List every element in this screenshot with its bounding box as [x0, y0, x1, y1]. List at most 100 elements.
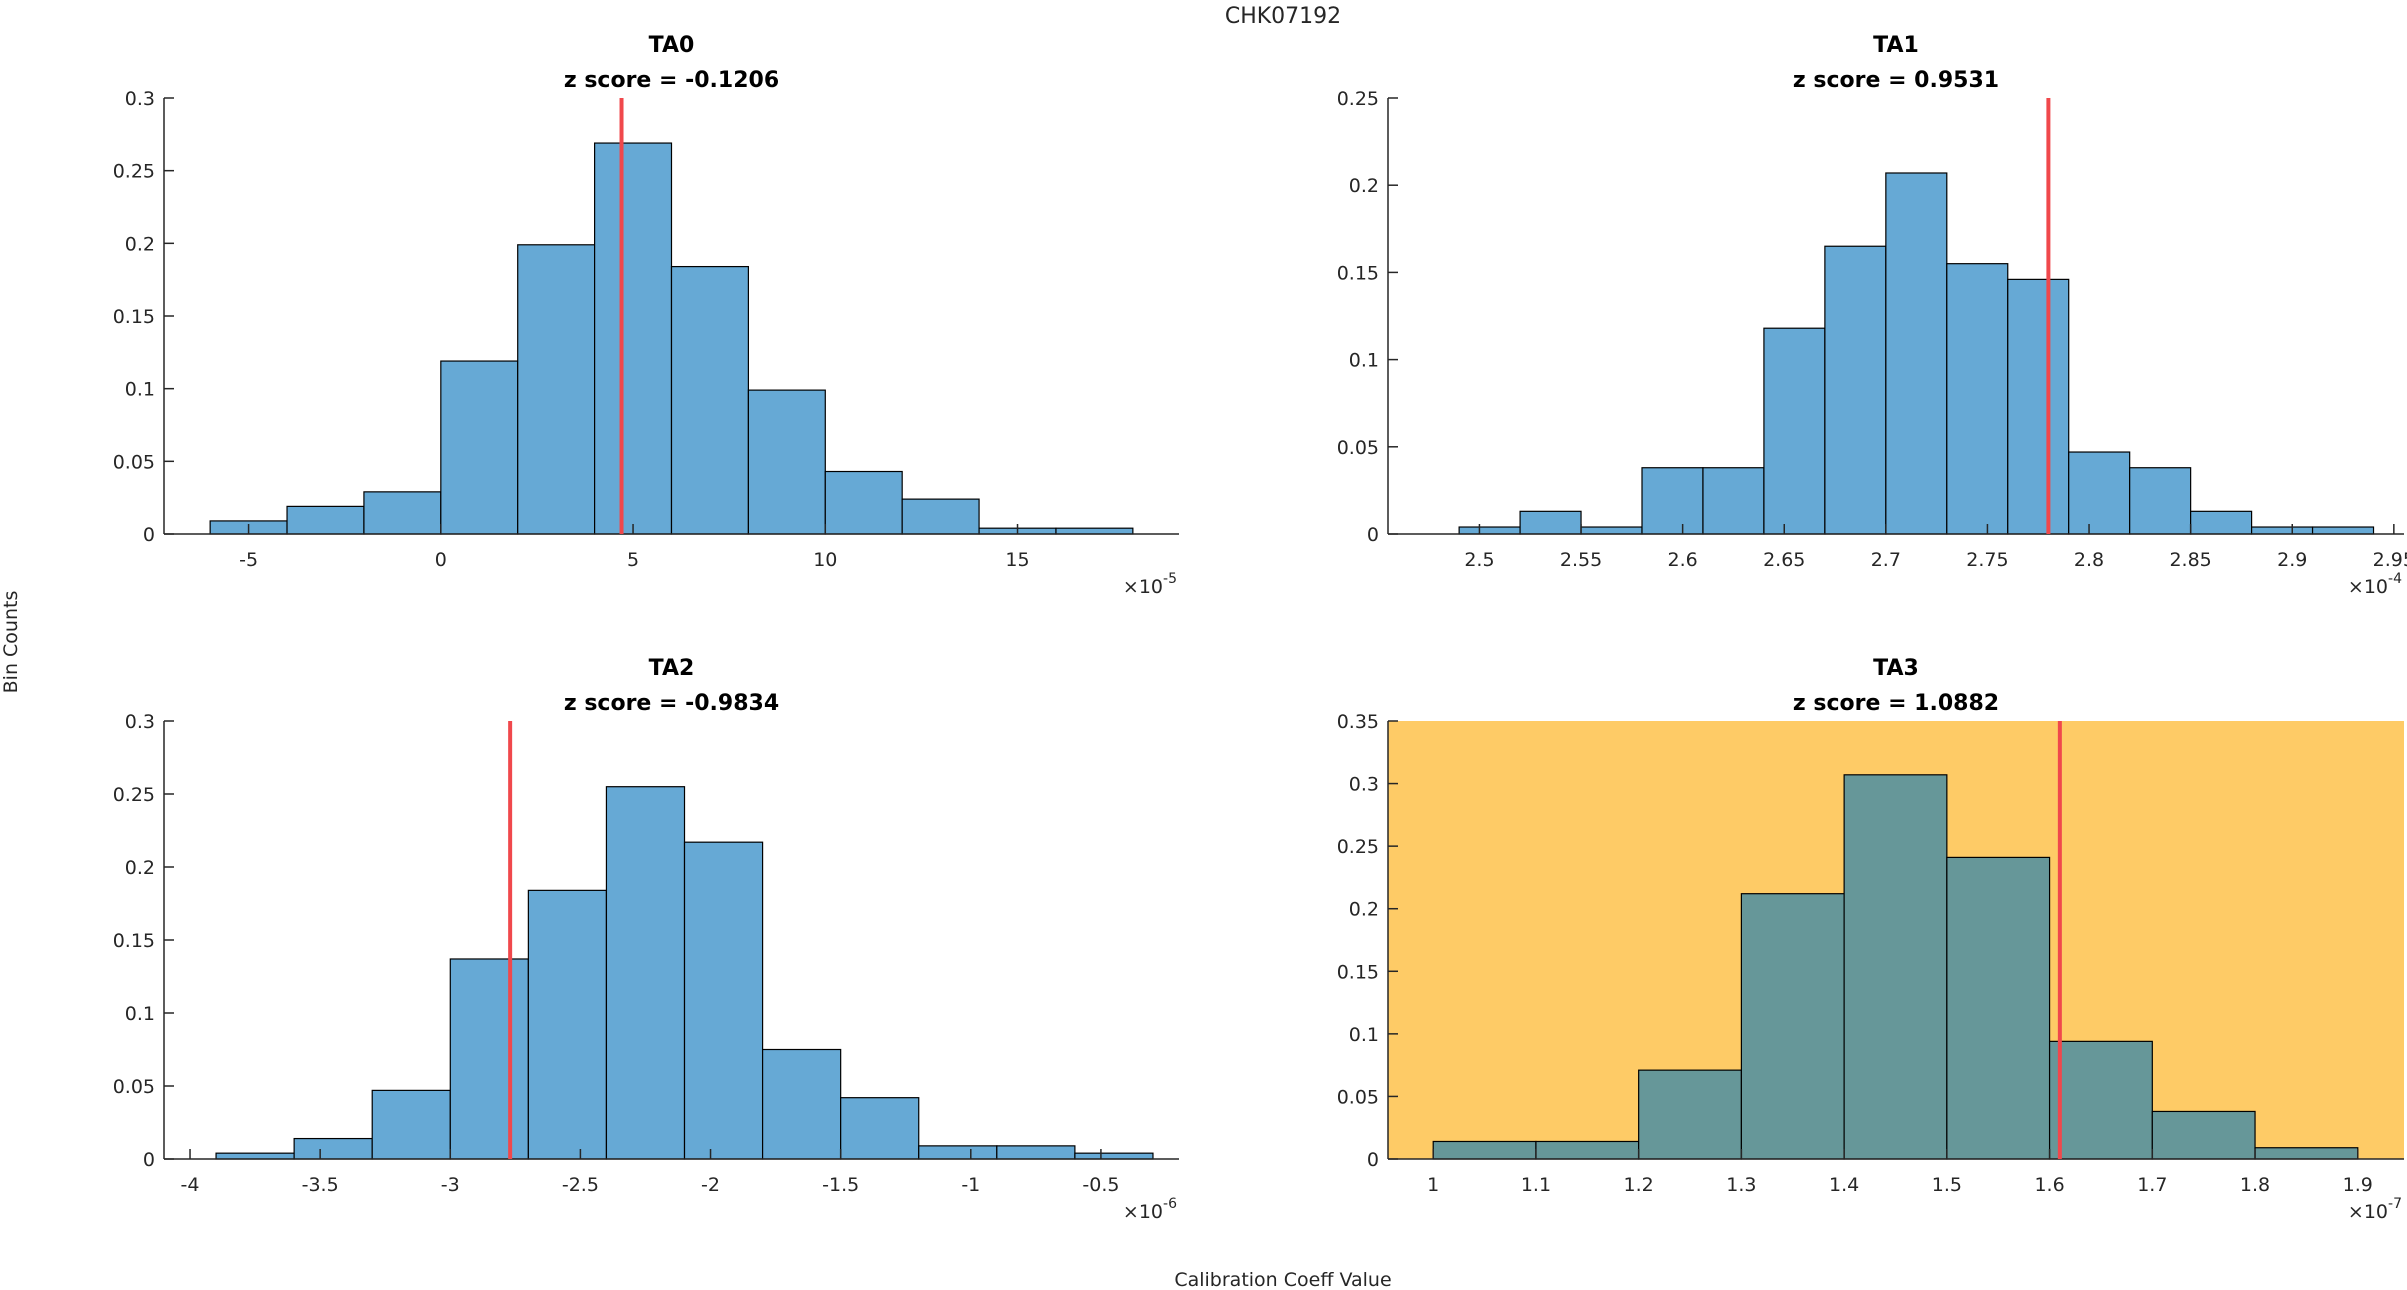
histogram-bar: [1763, 327, 1826, 535]
x-tick-label: 2.65: [1763, 549, 1805, 571]
histogram-bar: [286, 505, 365, 535]
histogram-bar: [293, 1137, 373, 1160]
histogram-bar: [215, 1152, 295, 1160]
x-exponent-label: ×10-5: [1123, 571, 1177, 598]
x-tick-label: 5: [627, 549, 639, 571]
y-tick-label: 0.15: [113, 306, 155, 328]
histogram-bar: [517, 244, 596, 535]
histogram-bar: [1580, 526, 1643, 535]
histogram-bar: [2129, 467, 2192, 535]
y-tick-label: 0.15: [113, 930, 155, 952]
x-tick-label: 2.75: [1966, 549, 2008, 571]
panel-title: TA3: [1873, 656, 1919, 681]
x-tick-label: 2.55: [1560, 549, 1602, 571]
y-tick-label: 0.1: [1349, 1024, 1379, 1046]
x-tick-label: 2.9: [2277, 549, 2307, 571]
panel-title: TA2: [649, 656, 695, 681]
histogram-bar: [747, 389, 826, 535]
x-tick-label: 10: [813, 549, 837, 571]
histogram-bar: [449, 958, 529, 1160]
x-tick-label: 1.2: [1624, 1174, 1654, 1196]
histogram-bar: [840, 1097, 920, 1160]
x-tick-label: 1: [1427, 1174, 1439, 1196]
panel-subtitle: z score = 1.0882: [1793, 691, 1999, 716]
x-tick-label: 2.95: [2373, 549, 2407, 571]
histogram-bar: [1074, 1152, 1154, 1160]
y-axis-label: Bin Counts: [0, 591, 22, 694]
y-tick-label: 0.35: [1337, 711, 1379, 733]
y-tick-label: 0.1: [125, 1003, 155, 1025]
histogram-bar: [1740, 893, 1845, 1160]
histogram-bar: [683, 841, 764, 1160]
x-tick-label: -3: [441, 1174, 460, 1196]
histogram-bar: [1638, 1069, 1742, 1160]
x-tick-label: 2.85: [2169, 549, 2211, 571]
histogram-bar: [2151, 1110, 2256, 1160]
panel-subtitle: z score = -0.9834: [564, 691, 779, 716]
histogram-bar: [2007, 278, 2070, 535]
histogram-bar: [996, 1145, 1076, 1160]
exponent-power: -6: [1163, 1196, 1177, 1212]
histogram-bar: [761, 1048, 842, 1160]
exponent-power: -5: [1163, 571, 1177, 587]
histogram-bar: [1458, 526, 1521, 535]
y-tick-label: 0.05: [1337, 1086, 1379, 1108]
histogram-bar: [824, 470, 903, 535]
y-tick-label: 0.25: [1337, 836, 1379, 858]
histogram-bar: [363, 491, 442, 535]
histogram-bar: [1702, 467, 1765, 535]
exponent-base: ×10: [1123, 576, 1163, 598]
histogram-panel-ta2: 0 0.05 0.1 0.15 0.2 0.25 0.3 -4 -3.5 -3 -2.5 -2 -1.5…: [113, 656, 1179, 1223]
histogram-bar: [2190, 510, 2253, 535]
y-tick-label: 0: [143, 1149, 155, 1171]
panel-title: TA0: [649, 33, 695, 58]
y-tick-label: 0: [143, 524, 155, 546]
x-tick-label: -2.5: [562, 1174, 599, 1196]
y-tick-label: 0.05: [1337, 437, 1379, 459]
x-exponent-label: ×10-4: [2348, 571, 2402, 598]
y-tick-label: 0.05: [113, 1076, 155, 1098]
panel-subtitle: z score = 0.9531: [1793, 68, 1999, 93]
x-tick-label: 2.5: [1464, 549, 1494, 571]
x-tick-label: 1.8: [2240, 1174, 2270, 1196]
panel-title: TA1: [1873, 33, 1919, 58]
exponent-power: -4: [2388, 571, 2402, 587]
x-tick-label: 1.4: [1829, 1174, 1859, 1196]
histogram-bar: [371, 1089, 451, 1160]
x-tick-label: 0: [435, 549, 447, 571]
y-tick-label: 0.15: [1337, 262, 1379, 284]
x-tick-label: 1.3: [1726, 1174, 1756, 1196]
exponent-base: ×10: [1123, 1201, 1163, 1223]
x-tick-label: -1: [961, 1174, 980, 1196]
histogram-bar: [527, 889, 608, 1160]
x-tick-label: -0.5: [1082, 1174, 1119, 1196]
histogram-bar: [670, 265, 749, 535]
x-tick-label: 1.6: [2034, 1174, 2064, 1196]
histogram-bar: [918, 1145, 998, 1160]
y-tick-label: 0.2: [125, 857, 155, 879]
y-tick-label: 0.05: [113, 451, 155, 473]
y-tick-label: 0.2: [1349, 175, 1379, 197]
histogram-bar: [2254, 1147, 2359, 1160]
x-tick-label: -1.5: [822, 1174, 859, 1196]
histogram-bar: [901, 498, 980, 535]
y-tick-label: 0.15: [1337, 961, 1379, 983]
histogram-bar: [2311, 526, 2375, 535]
x-tick-label: 15: [1005, 549, 1029, 571]
histogram-bar: [1946, 263, 2009, 535]
y-tick-label: 0.3: [125, 88, 155, 110]
x-tick-label: 1.1: [1521, 1174, 1551, 1196]
histogram-bar: [1885, 172, 1948, 535]
panel-subtitle: z score = -0.1206: [564, 68, 779, 93]
exponent-base: ×10: [2348, 576, 2388, 598]
histogram-bar: [1055, 527, 1134, 535]
histogram-bar: [1535, 1140, 1640, 1160]
histogram-bar: [440, 360, 519, 535]
x-axis-label: Calibration Coeff Value: [1174, 1269, 1391, 1290]
histogram-bar: [1641, 467, 1704, 535]
y-tick-label: 0: [1367, 1149, 1379, 1171]
x-exponent-label: ×10-7: [2348, 1196, 2402, 1223]
histogram-bar: [594, 142, 673, 535]
histogram-bar: [605, 786, 686, 1160]
